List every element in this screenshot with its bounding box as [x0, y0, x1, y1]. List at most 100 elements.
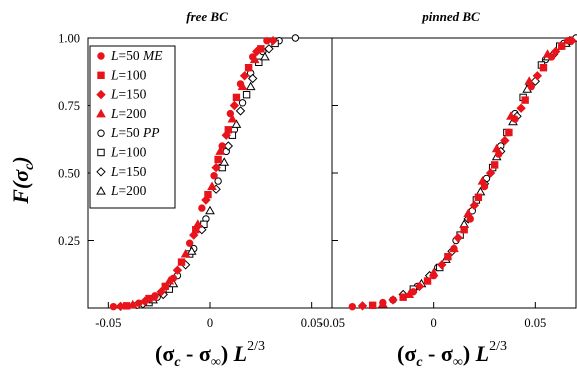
legend-label: L=150	[110, 164, 147, 179]
legend-marker	[96, 167, 106, 177]
data-point	[235, 106, 246, 116]
legend-label: L=150	[110, 87, 147, 102]
data-point	[260, 51, 270, 61]
right-plot-frame	[331, 37, 577, 309]
x-axis-label: (σc - σ∞) L2/3	[397, 339, 507, 370]
x-axis-label: (σc - σ∞) L2/3	[155, 339, 265, 370]
x-tick-label: 0	[431, 316, 437, 330]
legend-label: L=200	[110, 106, 147, 121]
data-point	[232, 93, 241, 102]
right-axis-ticks: -0.05 0 0.05	[319, 37, 546, 330]
data-point	[490, 161, 499, 169]
data-point	[198, 204, 206, 212]
data-point	[414, 281, 425, 292]
data-point	[404, 289, 415, 298]
data-point	[205, 205, 215, 215]
data-point	[215, 146, 226, 155]
data-point	[156, 287, 166, 297]
x-tick-label: 0.05	[301, 316, 323, 330]
data-point	[558, 42, 566, 50]
left-axis-ticks: -0.05 0 0.05 0.25 0.50 0.75 1.00	[58, 32, 322, 331]
data-point	[247, 73, 258, 84]
data-point	[368, 301, 377, 310]
data-point	[229, 100, 240, 111]
data-point	[524, 76, 535, 85]
data-point	[214, 177, 222, 185]
data-point	[437, 260, 447, 270]
data-point	[477, 176, 488, 185]
data-point	[164, 275, 175, 285]
data-point	[148, 292, 158, 301]
data-point	[219, 157, 230, 166]
data-point	[516, 103, 526, 113]
right-plot-points	[348, 34, 577, 311]
data-point	[210, 172, 218, 180]
data-point	[245, 81, 256, 91]
data-point	[485, 168, 496, 178]
data-point	[291, 34, 300, 42]
data-point	[506, 111, 516, 120]
data-point	[268, 35, 278, 46]
data-point	[242, 91, 251, 99]
legend-marker	[97, 71, 105, 79]
data-point	[189, 230, 199, 240]
data-point	[127, 299, 138, 309]
data-point	[388, 295, 398, 305]
y-tick-label: 0.25	[58, 234, 80, 248]
svg-text:F(σc): F(σc)	[8, 156, 37, 204]
data-point	[539, 64, 548, 72]
left-plot-points	[109, 34, 300, 312]
data-point	[252, 46, 262, 57]
data-point	[357, 301, 368, 311]
data-point	[115, 301, 126, 312]
y-tick-label: 0.50	[58, 167, 80, 181]
y-tick-label: 1.00	[58, 32, 80, 46]
legend-label: L=200	[110, 183, 147, 198]
y-label-text: F(σ	[8, 169, 33, 205]
data-point	[180, 248, 191, 258]
legend-marker	[97, 52, 105, 60]
legend-marker	[97, 129, 105, 137]
x-axis-labels: (σc - σ∞) L2/3 (σc - σ∞) L2/3	[155, 339, 507, 370]
x-tick-label: 0.05	[524, 316, 546, 330]
data-point	[177, 258, 186, 266]
data-point	[227, 113, 238, 123]
y-axis-label: F(σc)	[8, 156, 37, 204]
data-point	[172, 265, 183, 275]
right-panel-title: pinned BC	[421, 9, 480, 24]
data-point	[542, 49, 553, 58]
data-point	[505, 128, 513, 137]
left-panel-title: free BC	[186, 9, 228, 24]
data-point	[135, 299, 143, 307]
legend-label: L=100	[110, 145, 147, 160]
data-point	[186, 246, 197, 255]
x-tick-label: 0	[207, 316, 213, 330]
legend-marker	[96, 186, 106, 195]
data-point	[449, 243, 459, 253]
data-point	[264, 44, 274, 54]
data-point	[221, 130, 231, 140]
data-point	[249, 54, 260, 64]
data-point	[185, 239, 194, 247]
y-label-close: )	[8, 156, 33, 165]
data-point	[211, 162, 221, 173]
y-label-subscript: c	[22, 163, 37, 170]
data-point	[474, 193, 483, 202]
legend-marker	[96, 108, 106, 118]
legend-label: L=100	[110, 67, 147, 82]
data-point	[460, 226, 468, 234]
data-point	[239, 71, 250, 81]
data-point	[109, 302, 118, 311]
y-tick-label: 0.75	[58, 99, 80, 113]
data-point	[444, 253, 452, 261]
data-point	[532, 71, 543, 81]
data-point	[237, 81, 248, 91]
data-point	[463, 208, 474, 217]
data-point	[348, 302, 357, 311]
data-point	[469, 200, 480, 211]
data-point	[428, 267, 439, 277]
data-point	[238, 99, 247, 107]
data-point	[231, 119, 242, 128]
x-tick-label: -0.05	[319, 316, 345, 330]
data-point	[453, 233, 463, 243]
